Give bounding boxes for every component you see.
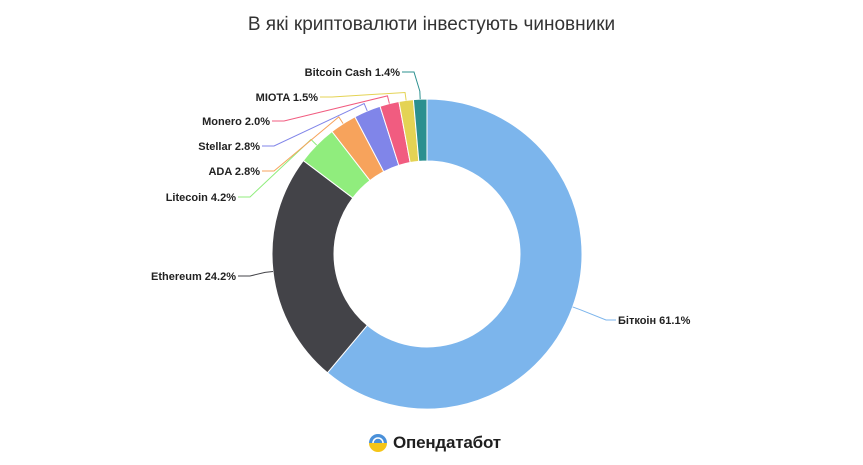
label-stellar: Stellar 2.8% [198,141,260,153]
label-miota: MIOTA 1.5% [256,92,319,104]
label-ada: ADA 2.8% [208,166,260,178]
connector-stellar [262,102,368,147]
connector-bitcoin-cash [402,71,421,100]
brand-name: Опендатабот [393,433,501,452]
label-monero: Monero 2.0% [202,116,270,128]
slice-ethereum[interactable] [271,159,368,374]
connector-біткоін [572,306,616,321]
brand: Опендатабот [367,430,501,456]
connector-litecoin [238,138,318,198]
chart-title: В які криптовалюти інвестують чиновники [247,14,616,35]
opendatabot-logo-icon [369,434,387,452]
connector-ethereum [238,270,274,277]
label-bitcoin-cash: Bitcoin Cash 1.4% [305,67,401,79]
connector-miota [320,91,407,101]
connector-ada [262,116,344,172]
label-біткоін: Біткоін 61.1% [618,315,691,327]
slice-біткоін[interactable] [326,98,583,410]
connector-monero [272,95,390,122]
slice-bitcoin-cash[interactable] [412,98,428,162]
label-litecoin: Litecoin 4.2% [166,192,237,204]
label-ethereum: Ethereum 24.2% [151,271,236,283]
